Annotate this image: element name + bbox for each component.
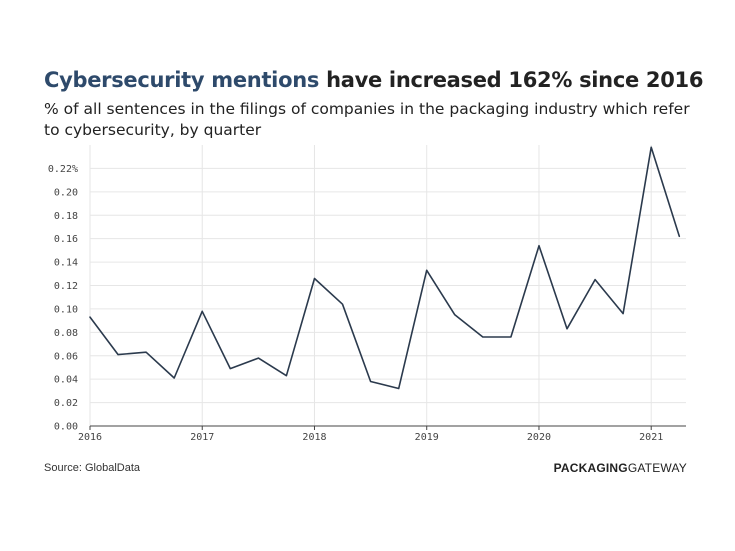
y-tick-label: 0.06 [54,351,78,362]
y-tick-label: 0.04 [54,375,78,386]
x-tick-label: 2018 [302,432,326,443]
series-line [89,146,681,390]
x-tick-label: 2020 [527,432,551,443]
x-tick-label: 2016 [78,432,102,443]
y-tick-label: 0.02 [54,398,78,409]
y-tick-label: 0.00 [54,422,78,433]
chart-title-highlight: Cybersecurity mentions [44,68,320,92]
chart-title-rest: have increased 162% since 2016 [319,68,704,92]
brand-logo-bold: PACKAGING [553,461,628,475]
y-tick-label: 0.10 [54,304,78,315]
source-note: Source: GlobalData [44,462,140,474]
brand-logo: PACKAGINGGATEWAY [554,461,687,475]
y-tick-label: 0.18 [54,211,78,222]
y-tick-label: 0.14 [54,258,78,269]
y-tick-label: 0.16 [54,234,78,245]
y-tick-label: 0.20 [54,187,78,198]
chart-subtitle: % of all sentences in the filings of com… [44,100,690,139]
brand-logo-light: GATEWAY [627,461,687,475]
x-tick-label: 2019 [415,432,439,443]
y-tick-label: 0.22% [48,164,78,175]
y-tick-label: 0.08 [54,328,78,339]
x-tick-label: 2021 [639,432,663,443]
chart-title: Cybersecurity mentions have increased 16… [44,68,703,92]
y-tick-label: 0.12 [54,281,78,292]
x-tick-label: 2017 [190,432,214,443]
